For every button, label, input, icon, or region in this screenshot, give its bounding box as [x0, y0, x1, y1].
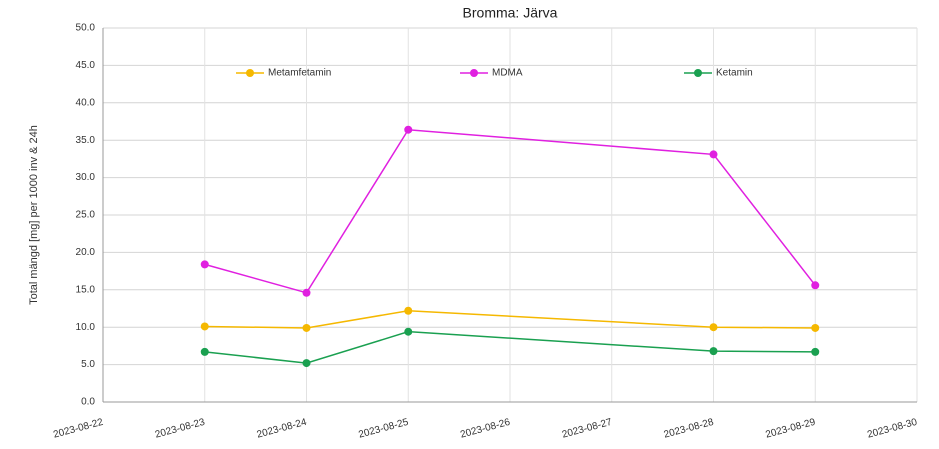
data-point — [404, 306, 413, 315]
y-tick-label: 30.0 — [76, 172, 96, 183]
x-tick-label: 2023-08-23 — [154, 417, 207, 441]
y-tick-label: 50.0 — [76, 23, 96, 34]
data-point — [302, 359, 311, 368]
data-point — [811, 281, 820, 290]
data-point — [709, 347, 718, 356]
y-tick-label: 45.0 — [76, 60, 96, 71]
x-tick-label: 2023-08-27 — [561, 417, 614, 441]
x-tick-label: 2023-08-24 — [256, 417, 309, 441]
data-point — [200, 322, 209, 331]
x-tick-label: 2023-08-28 — [663, 417, 716, 441]
x-tick-label: 2023-08-25 — [357, 417, 410, 441]
y-tick-label: 40.0 — [76, 97, 96, 108]
y-tick-label: 10.0 — [76, 322, 96, 333]
data-point — [302, 323, 311, 332]
legend-marker — [470, 69, 478, 77]
x-tick-label: 2023-08-22 — [52, 417, 105, 441]
y-tick-label: 25.0 — [76, 210, 96, 221]
legend-label: Ketamin — [716, 68, 753, 79]
legend-marker — [694, 69, 702, 77]
data-point — [811, 347, 820, 356]
legend-label: Metamfetamin — [268, 68, 331, 79]
data-point — [404, 327, 413, 336]
data-point — [302, 288, 311, 297]
data-point — [709, 150, 718, 159]
legend-label: MDMA — [492, 68, 523, 79]
y-tick-label: 5.0 — [81, 359, 95, 370]
data-point — [404, 125, 413, 134]
data-point — [200, 347, 209, 356]
y-axis-label: Total mängd [mg] per 1000 inv & 24h — [28, 125, 40, 305]
data-point — [709, 323, 718, 332]
y-tick-label: 20.0 — [76, 247, 96, 258]
y-tick-label: 35.0 — [76, 135, 96, 146]
chart-title: Bromma: Järva — [463, 5, 558, 21]
x-tick-label: 2023-08-30 — [866, 417, 919, 441]
legend-marker — [246, 69, 254, 77]
data-point — [200, 260, 209, 269]
y-tick-label: 0.0 — [81, 397, 95, 408]
x-tick-label: 2023-08-26 — [459, 417, 512, 441]
y-tick-label: 15.0 — [76, 284, 96, 295]
data-point — [811, 323, 820, 332]
x-tick-label: 2023-08-29 — [764, 417, 817, 441]
